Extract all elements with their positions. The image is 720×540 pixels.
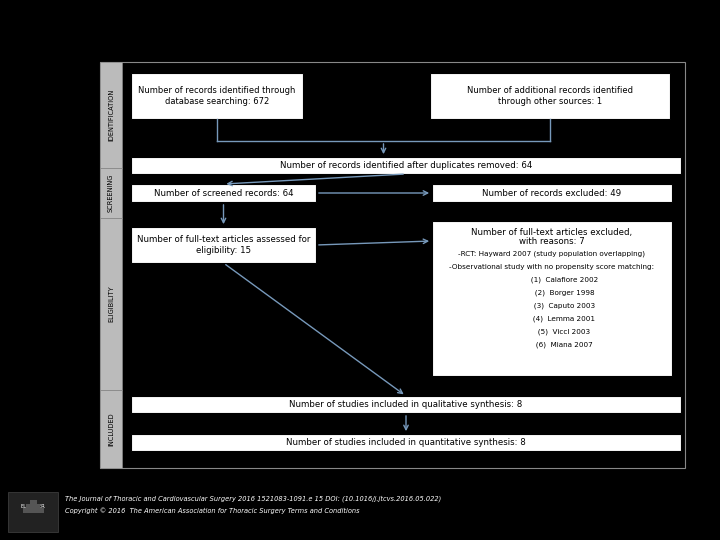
FancyBboxPatch shape [100, 62, 122, 168]
FancyBboxPatch shape [131, 396, 681, 413]
FancyBboxPatch shape [100, 218, 122, 390]
Text: with reasons: 7: with reasons: 7 [519, 238, 585, 246]
Text: Number of records identified through
database searching: 672: Number of records identified through dat… [138, 86, 296, 106]
FancyBboxPatch shape [432, 221, 672, 376]
Text: Copyright © 2016  The American Association for Thoracic Surgery Terms and Condit: Copyright © 2016 The American Associatio… [65, 508, 359, 514]
Text: INCLUDED: INCLUDED [108, 412, 114, 446]
FancyBboxPatch shape [8, 492, 58, 532]
FancyBboxPatch shape [131, 184, 316, 202]
FancyBboxPatch shape [430, 73, 670, 119]
Text: (1)  Calafiore 2002: (1) Calafiore 2002 [506, 276, 598, 284]
FancyBboxPatch shape [131, 73, 303, 119]
Text: ELIGIBILITY: ELIGIBILITY [108, 286, 114, 322]
Text: Number of studies included in qualitative synthesis: 8: Number of studies included in qualitativ… [289, 400, 523, 409]
FancyBboxPatch shape [30, 500, 37, 505]
Text: Number of additional records identified
through other sources: 1: Number of additional records identified … [467, 86, 633, 106]
Text: ELSEVIER: ELSEVIER [21, 503, 45, 509]
Text: -RCT: Hayward 2007 (study population overlapping): -RCT: Hayward 2007 (study population ove… [459, 251, 646, 257]
FancyBboxPatch shape [26, 504, 40, 509]
Text: Number of records excluded: 49: Number of records excluded: 49 [482, 188, 621, 198]
Text: Number of full-text articles assessed for
eligibility: 15: Number of full-text articles assessed fo… [137, 235, 310, 255]
Text: Number of records identified after duplicates removed: 64: Number of records identified after dupli… [280, 161, 532, 170]
FancyBboxPatch shape [100, 168, 122, 218]
Text: The Journal of Thoracic and Cardiovascular Surgery 2016 1521083-1091.e 15 DOI: (: The Journal of Thoracic and Cardiovascul… [65, 496, 441, 502]
Text: (3)  Caputo 2003: (3) Caputo 2003 [509, 303, 595, 309]
Text: Number of full-text articles excluded,: Number of full-text articles excluded, [472, 227, 633, 237]
FancyBboxPatch shape [131, 227, 316, 263]
Text: Number of studies included in quantitative synthesis: 8: Number of studies included in quantitati… [286, 438, 526, 447]
FancyBboxPatch shape [432, 184, 672, 202]
Text: (5)  Viccl 2003: (5) Viccl 2003 [513, 329, 590, 335]
FancyBboxPatch shape [131, 434, 681, 451]
Text: Number of screened records: 64: Number of screened records: 64 [153, 188, 293, 198]
Text: SCREENING: SCREENING [108, 174, 114, 212]
Text: (2)  Borger 1998: (2) Borger 1998 [510, 290, 594, 296]
Text: (4)  Lemma 2001: (4) Lemma 2001 [508, 316, 595, 322]
Text: IDENTIFICATION: IDENTIFICATION [108, 89, 114, 141]
FancyBboxPatch shape [131, 157, 681, 174]
Text: -Observational study with no propensity score matching:: -Observational study with no propensity … [449, 264, 654, 270]
Text: (6)  Miana 2007: (6) Miana 2007 [511, 342, 593, 348]
FancyBboxPatch shape [22, 508, 43, 513]
FancyBboxPatch shape [100, 390, 122, 468]
